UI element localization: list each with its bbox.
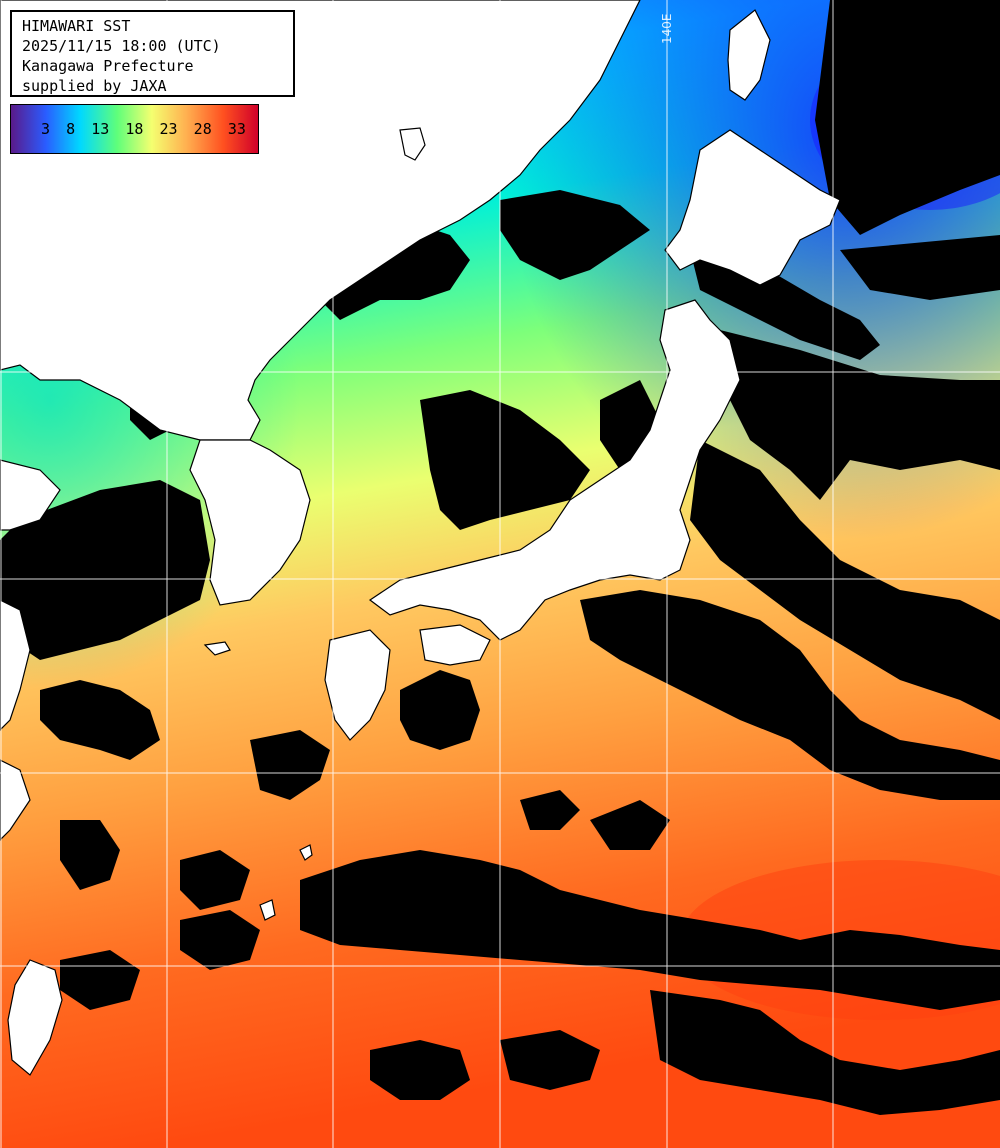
map-credit: supplied by JAXA xyxy=(22,77,167,95)
map-title: HIMAWARI SST xyxy=(22,17,131,35)
land-hokkaido xyxy=(664,129,841,286)
land-sakhalin xyxy=(727,9,771,101)
colorbar-gradient xyxy=(11,105,258,153)
land-china-coast xyxy=(0,459,61,531)
colorbar-tick-label: 13 xyxy=(91,120,110,138)
map-datetime: 2025/11/15 18:00 (UTC) xyxy=(22,37,221,55)
map-region: Kanagawa Prefecture xyxy=(22,57,194,75)
land-kyushu xyxy=(324,629,391,741)
land-shikoku xyxy=(419,624,491,666)
land-honshu xyxy=(368,299,741,641)
cloud-ne2 xyxy=(840,235,1000,300)
colorbar-tick-label: 8 xyxy=(66,120,76,138)
lon-label: 140E xyxy=(660,13,674,45)
colorbar-tick-label: 3 xyxy=(41,120,51,138)
colorbar-tick-label: 33 xyxy=(227,120,246,138)
colorbar-tick-labels: 3 8 13 18 23 28 33 xyxy=(11,105,258,153)
land-korea xyxy=(189,439,311,606)
color-scale-legend: 3 8 13 18 23 28 33 xyxy=(10,104,259,154)
lat-label: 40N xyxy=(14,352,39,366)
colorbar-tick-label: 18 xyxy=(125,120,144,138)
colorbar-tick-label: 28 xyxy=(193,120,212,138)
colorbar-tick-label: 23 xyxy=(159,120,178,138)
cloud-ne xyxy=(815,0,1000,235)
info-box: HIMAWARI SST 2025/11/15 18:00 (UTC) Kana… xyxy=(10,10,295,97)
land-taiwan xyxy=(7,959,63,1076)
